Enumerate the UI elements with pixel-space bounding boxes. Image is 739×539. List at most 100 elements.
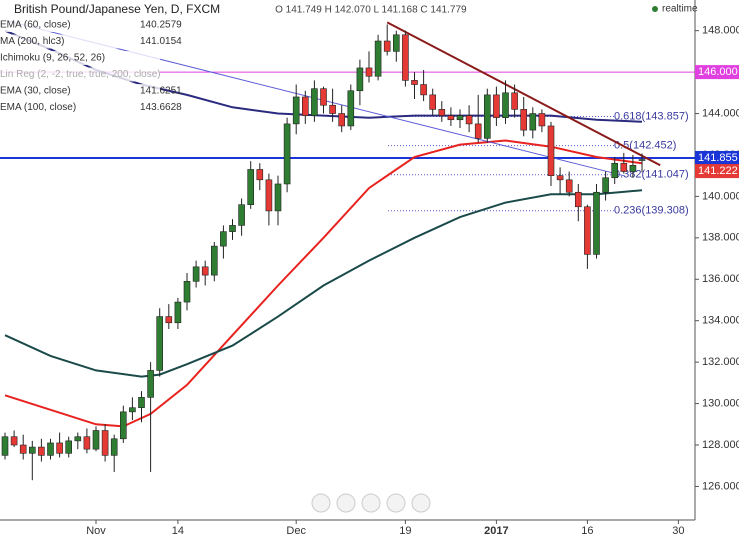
scroll-left[interactable] [311, 493, 331, 513]
reset[interactable] [361, 493, 381, 513]
candle-body [602, 177, 609, 193]
ohlc-status: O 141.749 H 142.070 L 141.168 C 141.779 [275, 5, 467, 16]
candle-body [329, 104, 336, 114]
candle-body [529, 113, 537, 131]
candle-body [456, 115, 464, 121]
y-tick-label: 134.000 [702, 315, 739, 327]
candle-body [438, 109, 446, 116]
candle-body [447, 115, 455, 121]
indicator-name: MA (200, hlc3) [0, 36, 64, 47]
candle-body [265, 179, 273, 212]
indicator-name: EMA (100, close) [0, 102, 76, 113]
price-tag [695, 164, 739, 179]
candle-body [147, 370, 154, 398]
x-tick-label: 19 [399, 525, 411, 537]
price-tag-label: 141.222 [698, 165, 738, 177]
legend-bg [0, 100, 160, 115]
candle-body [593, 191, 600, 255]
candle-body [283, 123, 291, 185]
price-tag [695, 65, 739, 80]
candle-body [292, 96, 300, 125]
candle-body [429, 94, 437, 110]
candle-body [338, 113, 346, 127]
legend-bg [0, 84, 160, 98]
candle-body [311, 88, 318, 116]
candle-body [10, 436, 18, 446]
zoom-out[interactable] [336, 493, 356, 513]
candle-body [201, 266, 209, 276]
candle-body [101, 430, 109, 456]
candle-body [511, 92, 518, 110]
y-tick-label: 126.000 [702, 480, 739, 492]
indicator-name: EMA (30, close) [0, 86, 71, 97]
candle-body [483, 94, 491, 139]
candle-body [411, 80, 418, 85]
x-tick-label: 30 [672, 525, 684, 537]
candle-body [256, 169, 264, 181]
indicator-line [4, 189, 643, 378]
candle-body [584, 206, 591, 255]
nav-buttons[interactable] [311, 493, 431, 513]
y-tick-label: 136.000 [702, 273, 739, 285]
candle-body [374, 40, 382, 77]
candle-body [620, 162, 628, 172]
candle-body [565, 179, 573, 193]
indicator-value: 141.0154 [140, 36, 182, 47]
candle-body [19, 444, 27, 454]
indicator-line [4, 139, 643, 428]
candle-body [465, 115, 473, 125]
candle-body [574, 191, 582, 208]
candle-body [502, 92, 509, 118]
indicator-name: EMA (60, close) [0, 20, 71, 31]
indicator-value: 140.2579 [140, 20, 182, 31]
y-tick-label: 148.000 [702, 25, 739, 37]
legend-bg [0, 34, 160, 49]
candle-body [183, 281, 191, 303]
candle-body [356, 67, 364, 92]
candle-body [138, 397, 145, 409]
candle-body [120, 411, 127, 440]
candle-body [110, 438, 118, 456]
candle-body [211, 245, 218, 276]
candle-body [192, 266, 200, 282]
indicator-name: Lin Reg (2, -2, true, true, 200, close) [0, 69, 161, 80]
indicator-value: 143.6628 [140, 102, 182, 113]
candle-body [247, 169, 254, 205]
candle-body [220, 231, 227, 247]
candle-body [320, 88, 327, 106]
zoom-in[interactable] [386, 493, 406, 513]
candle-body [1, 436, 9, 456]
candle-body [420, 84, 427, 96]
candle-body [74, 436, 82, 442]
candle-body [611, 162, 619, 179]
candle-body [274, 183, 282, 212]
y-tick-label: 128.000 [702, 439, 739, 451]
candle-body [629, 165, 637, 172]
indicator-value: 141.6251 [140, 86, 182, 97]
candle-body [547, 125, 555, 176]
candle-body [402, 34, 409, 81]
price-tag [695, 150, 739, 165]
candle-body [301, 96, 309, 116]
candle-body [174, 301, 182, 324]
y-tick-label: 132.000 [702, 356, 739, 368]
chart-title: British Pound/Japanese Yen, D, FXCM [14, 2, 220, 16]
legend-bg [0, 51, 160, 65]
candle-body [347, 90, 355, 127]
candle-body [129, 407, 136, 413]
candle-body [520, 109, 528, 131]
candle-body [156, 316, 163, 371]
x-tick-label: Dec [286, 525, 306, 537]
candle-body [365, 67, 373, 77]
fib-label: 0.618(143.857) [614, 110, 689, 122]
scroll-right[interactable] [411, 493, 431, 513]
candle-body [38, 446, 45, 456]
candle-body [538, 113, 546, 127]
x-tick-label: 14 [172, 525, 184, 537]
legend-bg [0, 67, 160, 82]
indicator-line [386, 21, 661, 167]
y-tick-label: 140.000 [702, 190, 739, 202]
y-tick-label: 130.000 [702, 397, 739, 409]
x-tick-label: 2017 [484, 525, 508, 537]
